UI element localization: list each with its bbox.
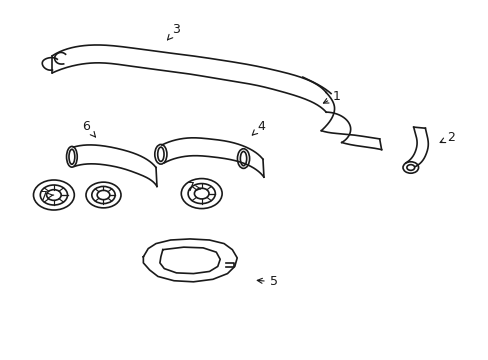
Text: 1: 1: [323, 90, 340, 103]
Text: 7: 7: [40, 190, 54, 203]
Text: 4: 4: [252, 120, 265, 135]
Text: 3: 3: [167, 23, 180, 40]
Text: 5: 5: [257, 275, 277, 288]
Text: 6: 6: [82, 120, 95, 137]
Text: 2: 2: [439, 131, 454, 144]
Text: 7: 7: [186, 181, 201, 194]
